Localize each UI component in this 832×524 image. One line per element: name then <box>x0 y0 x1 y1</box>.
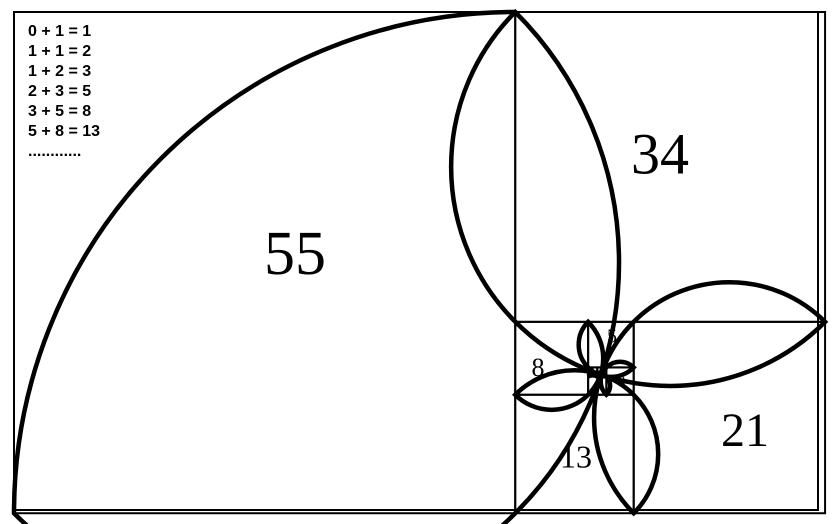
equation-line: 3 + 5 = 8 <box>28 102 100 122</box>
equation-line: 5 + 8 = 13 <box>28 122 100 142</box>
fib-label-34: 34 <box>631 121 689 186</box>
fibonacci-diagram: 55 34 21 13 8 5 3 21 0 + 1 = 11 + 1 = 21 + 2 = … <box>0 0 832 524</box>
equation-line: 0 + 1 = 1 <box>28 22 100 42</box>
equation-ellipsis: ............ <box>28 142 100 162</box>
equation-line: 2 + 3 = 5 <box>28 82 100 102</box>
equation-line: 1 + 2 = 3 <box>28 62 100 82</box>
outer-frame <box>14 12 818 510</box>
fib-label-2: 2 <box>595 376 601 388</box>
fib-label-1: 1 <box>591 366 595 375</box>
fib-label-5: 5 <box>607 326 617 348</box>
fib-label-13: 13 <box>560 438 592 474</box>
equation-line: 1 + 1 = 2 <box>28 42 100 62</box>
equation-list: 0 + 1 = 11 + 1 = 21 + 2 = 32 + 3 = 53 + … <box>28 22 100 162</box>
fib-label-8: 8 <box>532 353 545 382</box>
fib-label-55: 55 <box>264 220 326 288</box>
spiral-svg: 55 34 21 13 8 5 3 21 <box>0 0 832 524</box>
fib-label-3: 3 <box>619 373 626 388</box>
fibonacci-spiral <box>14 12 825 524</box>
fib-label-21: 21 <box>721 404 769 457</box>
